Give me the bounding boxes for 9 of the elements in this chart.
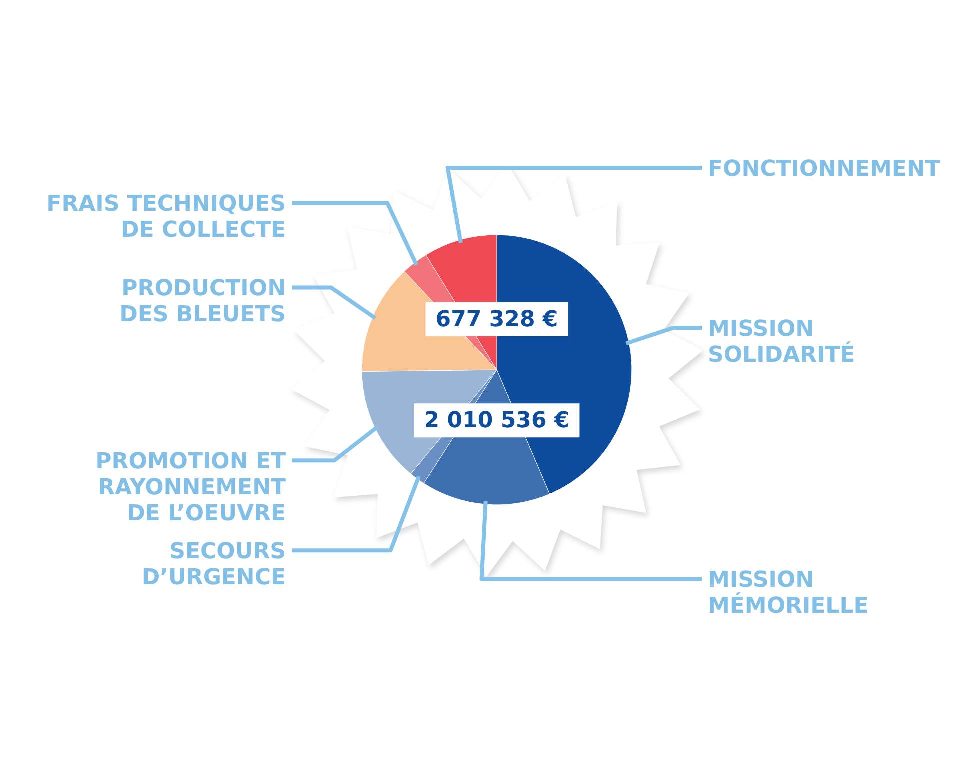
slice-label: FRAIS TECHNIQUES DE COLLECTE <box>46 192 286 244</box>
slice-label: SECOURS D’URGENCE <box>142 540 286 591</box>
slice-label: PRODUCTION DES BLEUETS <box>120 276 286 328</box>
slice-label: MISSION SOLIDARITÉ <box>708 316 856 368</box>
slice-label: MISSION MÉMORIELLE <box>708 568 869 620</box>
slice-label: PROMOTION ET RAYONNEMENT DE L’OEUVRE <box>96 450 286 527</box>
slice-label: FONCTIONNEMENT <box>708 156 940 182</box>
text: 2 010 536 € <box>424 408 570 434</box>
text: 677 328 € <box>436 307 558 332</box>
